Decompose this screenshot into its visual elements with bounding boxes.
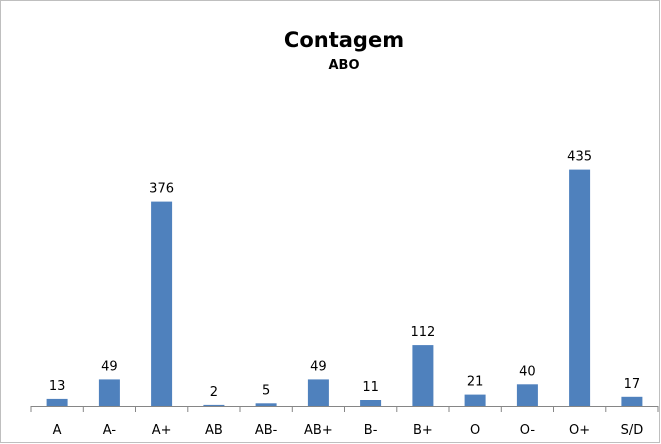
data-label-oneg: 40	[519, 364, 536, 379]
data-label-abneg: 5	[262, 383, 270, 398]
data-label-abpos: 49	[310, 359, 327, 374]
bar-abneg	[255, 403, 277, 406]
tick-label-bneg: B-	[364, 423, 378, 438]
data-label-bpos: 112	[410, 325, 435, 340]
tick-label-opos: O+	[569, 423, 590, 438]
data-label-a: 13	[49, 379, 66, 394]
data-label-aneg: 49	[101, 359, 118, 374]
bar-opos	[569, 169, 591, 406]
chart-subtitle: ABO	[328, 58, 359, 73]
x-axis-ticks	[30, 406, 659, 412]
bar-bpos	[412, 345, 434, 406]
tick-label-aneg: A-	[103, 423, 117, 438]
tick-label-abpos: AB+	[304, 423, 333, 438]
data-labels-group: 13 49 376 2 5 49 11 112 21 40 435 17	[49, 150, 640, 400]
data-label-o: 21	[467, 375, 484, 390]
tick-label-oneg: O-	[520, 423, 536, 438]
data-label-sd: 17	[624, 377, 641, 392]
chart-title: Contagem	[284, 28, 404, 52]
tick-label-apos: A+	[152, 423, 172, 438]
tick-label-a: A	[53, 423, 62, 438]
tick-label-ab: AB	[205, 423, 223, 438]
bar-abpos	[307, 379, 329, 406]
tick-label-sd: S/D	[621, 423, 644, 438]
bar-oneg	[516, 384, 538, 406]
bar-bneg	[360, 400, 382, 406]
data-label-bneg: 11	[362, 380, 379, 395]
bars-group	[46, 169, 643, 406]
tick-label-o: O	[470, 423, 480, 438]
bar-ab	[203, 404, 225, 406]
bar-o	[464, 394, 486, 406]
bar-apos	[151, 201, 173, 406]
x-axis-tick-labels: A A- A+ AB AB- AB+ B- B+ O O- O+ S/D	[53, 423, 644, 438]
data-label-apos: 376	[149, 182, 174, 197]
bar-aneg	[98, 379, 120, 406]
tick-label-bpos: B+	[413, 423, 433, 438]
bar-sd	[621, 396, 643, 406]
bar-a	[46, 398, 68, 406]
tick-label-abneg: AB-	[255, 423, 278, 438]
data-label-ab: 2	[210, 385, 218, 400]
data-label-opos: 435	[567, 150, 592, 165]
